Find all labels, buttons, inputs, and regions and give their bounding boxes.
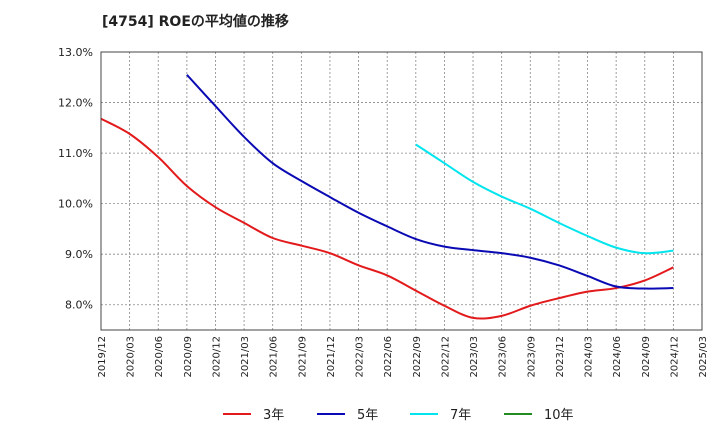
legend-label-0: 3年	[263, 408, 284, 423]
x-tick-label: 2021/06	[269, 336, 280, 378]
legend-label-2: 7年	[450, 408, 471, 423]
x-tick-label: 2023/12	[555, 336, 566, 378]
y-tick-label: 10.0%	[58, 198, 93, 211]
x-tick-label: 2020/12	[211, 336, 222, 378]
y-tick-label: 12.0%	[58, 97, 93, 110]
x-tick-label: 2021/03	[240, 336, 251, 378]
x-tick-label: 2023/09	[526, 336, 537, 378]
x-tick-label: 2020/03	[126, 336, 137, 378]
x-tick-label: 2022/03	[355, 336, 366, 378]
x-tick-label: 2020/09	[183, 336, 194, 378]
x-tick-label: 2019/12	[97, 336, 108, 378]
x-tick-label: 2020/06	[154, 336, 165, 378]
y-tick-label: 11.0%	[58, 147, 93, 160]
y-tick-label: 13.0%	[58, 46, 93, 59]
x-tick-label: 2024/12	[669, 336, 680, 378]
plot-frame	[100, 51, 703, 331]
legend-label-3: 10年	[544, 408, 574, 423]
x-tick-label: 2021/09	[297, 336, 308, 378]
x-tick-label: 2021/12	[326, 336, 337, 378]
x-tick-label: 2025/03	[698, 336, 709, 378]
x-tick-label: 2023/06	[498, 336, 509, 378]
series-line-2	[415, 143, 674, 255]
legend: 3年 5年 7年 10年	[223, 408, 574, 423]
series-line-0	[100, 117, 674, 320]
x-tick-label: 2022/06	[383, 336, 394, 378]
y-tick-label: 9.0%	[65, 248, 93, 261]
y-tick-label: 8.0%	[65, 299, 93, 312]
series-lines	[100, 74, 674, 320]
x-tick-label: 2024/09	[641, 336, 652, 378]
chart-title: [4754] ROEの平均値の推移	[102, 13, 289, 30]
series-line-1	[186, 74, 674, 290]
axes: 2019/12 2020/03 2020/06 2020/09 2020/12 2021/…	[58, 46, 709, 378]
x-tick-label: 2024/03	[584, 336, 595, 378]
legend-label-1: 5年	[357, 408, 378, 423]
x-tick-label: 2022/12	[440, 336, 451, 378]
x-tick-label: 2022/09	[412, 336, 423, 378]
x-tick-label: 2024/06	[612, 336, 623, 378]
x-tick-label: 2023/03	[469, 336, 480, 378]
